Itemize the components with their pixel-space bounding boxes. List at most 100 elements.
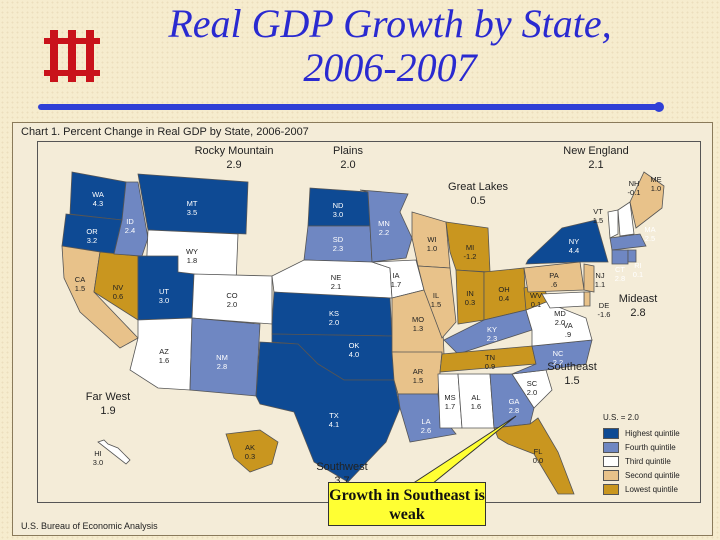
state-label-wa: WA bbox=[92, 190, 104, 199]
state-label-ri: RI bbox=[634, 261, 642, 270]
state-label-sd: SD bbox=[333, 235, 344, 244]
state-label-nj: NJ bbox=[595, 271, 604, 280]
slide-title: Real GDP Growth by State, 2006-2007 bbox=[110, 2, 670, 90]
state-value-ri: 0.1 bbox=[633, 270, 643, 279]
legend: U.S. = 2.0 Highest quintile Fourth quinti… bbox=[603, 413, 703, 496]
legend-swatch bbox=[603, 441, 619, 453]
region-value-3: 2.1 bbox=[588, 159, 603, 171]
state-value-ne: 2.1 bbox=[331, 282, 341, 291]
state-value-wy: 1.8 bbox=[187, 256, 197, 265]
state-value-nc: 2.2 bbox=[553, 358, 563, 367]
state-label-ky: KY bbox=[487, 325, 497, 334]
state-value-nh: -0.1 bbox=[628, 188, 641, 197]
region-name-6: Southeast bbox=[547, 361, 597, 373]
state-value-sd: 2.3 bbox=[333, 244, 343, 253]
state-vt bbox=[607, 209, 619, 239]
state-mt bbox=[137, 173, 249, 235]
state-value-mt: 3.5 bbox=[187, 208, 197, 217]
state-label-sc: SC bbox=[527, 379, 538, 388]
state-md bbox=[541, 291, 585, 309]
title-line-1: Real GDP Growth by State, bbox=[168, 1, 612, 46]
state-ks bbox=[271, 291, 393, 337]
state-label-de: DE bbox=[599, 301, 609, 310]
region-value-4: 2.8 bbox=[630, 307, 645, 319]
state-value-md: 2.0 bbox=[555, 318, 565, 327]
state-value-mi: -1.2 bbox=[464, 252, 477, 261]
legend-item: Fourth quintile bbox=[603, 440, 703, 454]
state-value-ny: 4.4 bbox=[569, 246, 579, 255]
state-value-ok: 4.0 bbox=[349, 350, 359, 359]
state-label-pa: PA bbox=[549, 271, 558, 280]
region-name-2: Great Lakes bbox=[448, 181, 508, 193]
legend-label: Highest quintile bbox=[625, 428, 680, 438]
legend-item: Highest quintile bbox=[603, 426, 703, 440]
region-name-1: Plains bbox=[333, 145, 363, 157]
legend-swatch bbox=[603, 427, 619, 439]
source-note: U.S. Bureau of Economic Analysis bbox=[21, 521, 158, 531]
state-value-hi: 3.0 bbox=[93, 458, 103, 467]
legend-label: Lowest quintile bbox=[625, 484, 678, 494]
state-value-ak: 0.3 bbox=[245, 452, 255, 461]
state-value-il: 1.5 bbox=[431, 300, 441, 309]
state-value-ms: 1.7 bbox=[445, 402, 455, 411]
state-value-nv: 0.6 bbox=[113, 292, 123, 301]
state-label-ms: MS bbox=[444, 393, 455, 402]
state-ak bbox=[225, 429, 279, 473]
legend-swatch bbox=[603, 469, 619, 481]
state-ri bbox=[627, 249, 637, 263]
state-me bbox=[629, 171, 665, 229]
legend-title: U.S. = 2.0 bbox=[603, 413, 639, 422]
state-value-ct: 2.8 bbox=[615, 274, 625, 283]
state-label-co: CO bbox=[226, 291, 237, 300]
chart-heading: Chart 1. Percent Change in Real GDP by S… bbox=[21, 126, 309, 138]
state-value-al: 1.6 bbox=[471, 402, 481, 411]
region-value-6: 1.5 bbox=[564, 375, 579, 387]
state-label-la: LA bbox=[421, 417, 430, 426]
state-value-mn: 2.2 bbox=[379, 228, 389, 237]
legend-label: Third quintile bbox=[625, 456, 671, 466]
state-label-id: ID bbox=[126, 217, 134, 226]
state-label-ok: OK bbox=[349, 341, 360, 350]
state-value-id: 2.4 bbox=[125, 226, 135, 235]
state-label-va: VA bbox=[563, 321, 572, 330]
state-label-ny: NY bbox=[569, 237, 579, 246]
state-value-sc: 2.0 bbox=[527, 388, 537, 397]
state-label-oh: OH bbox=[498, 285, 509, 294]
state-value-ca: 1.5 bbox=[75, 284, 85, 293]
title-line-2: 2006-2007 bbox=[303, 45, 477, 90]
legend-item: Third quintile bbox=[603, 454, 703, 468]
state-value-wa: 4.3 bbox=[93, 199, 103, 208]
state-label-tx: TX bbox=[329, 411, 339, 420]
logo-icon bbox=[44, 30, 100, 82]
state-value-nd: 3.0 bbox=[333, 210, 343, 219]
state-label-mo: MO bbox=[412, 315, 424, 324]
state-de bbox=[583, 291, 591, 307]
state-label-mn: MN bbox=[378, 219, 390, 228]
legend-swatch bbox=[603, 483, 619, 495]
legend-item: Lowest quintile bbox=[603, 482, 703, 496]
state-il bbox=[417, 265, 457, 339]
state-value-in: 0.3 bbox=[465, 298, 475, 307]
region-name-3: New England bbox=[563, 145, 628, 157]
region-name-7: Southwest bbox=[316, 461, 367, 473]
state-ma bbox=[609, 233, 647, 251]
state-label-ia: IA bbox=[392, 271, 399, 280]
state-label-in: IN bbox=[466, 289, 474, 298]
state-label-hi: HI bbox=[94, 449, 102, 458]
state-value-ma: 2.5 bbox=[645, 234, 655, 243]
state-value-ar: 1.5 bbox=[413, 376, 423, 385]
state-hi bbox=[97, 439, 131, 465]
region-value-0: 2.9 bbox=[226, 159, 241, 171]
state-label-ct: CT bbox=[615, 265, 625, 274]
state-value-vt: 1.5 bbox=[593, 216, 603, 225]
region-name-4: Mideast bbox=[619, 293, 658, 305]
state-label-nh: NH bbox=[629, 179, 640, 188]
state-label-nv: NV bbox=[113, 283, 123, 292]
legend-swatch bbox=[603, 455, 619, 467]
state-label-nd: ND bbox=[333, 201, 344, 210]
state-value-va: .9 bbox=[565, 330, 571, 339]
region-value-5: 1.9 bbox=[100, 405, 115, 417]
state-label-wy: WY bbox=[186, 247, 198, 256]
state-ct bbox=[611, 249, 629, 265]
state-label-vt: VT bbox=[593, 207, 603, 216]
